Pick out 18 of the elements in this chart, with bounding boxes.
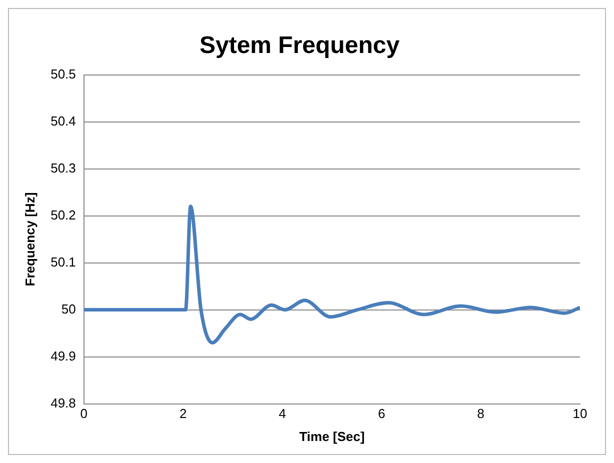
y-tick-label: 50.1: [50, 254, 76, 270]
y-tick-label: 50: [61, 301, 76, 316]
x-tick-label: 0: [80, 406, 88, 422]
y-tick-label: 50.5: [50, 66, 76, 82]
y-tick-label: 50.2: [50, 207, 76, 222]
line-series: [84, 204, 580, 344]
x-tick-label: 8: [477, 406, 484, 422]
chart-title: Sytem Frequency: [199, 32, 400, 60]
x-axis-title: Time [Sec]: [299, 428, 365, 444]
x-tick-label: 6: [378, 406, 386, 422]
y-tick-label: 50.4: [50, 113, 76, 128]
x-tick-label: 4: [278, 406, 286, 422]
x-tick-label: 2: [180, 406, 187, 422]
y-tick-label: 50.3: [50, 160, 76, 176]
x-tick-label: 10: [572, 406, 588, 422]
y-tick-label: 49.8: [50, 395, 76, 410]
y-tick-label: 49.9: [50, 348, 76, 364]
y-axis-title: Frequency [Hz]: [22, 192, 38, 286]
